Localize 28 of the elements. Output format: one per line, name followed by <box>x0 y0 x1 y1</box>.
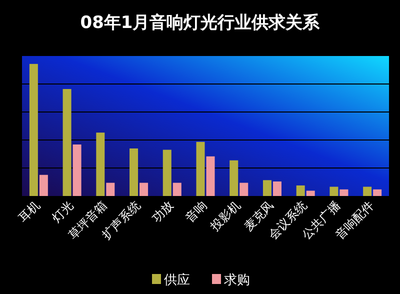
bar <box>373 189 382 196</box>
bar <box>196 142 205 196</box>
bar <box>172 182 182 196</box>
bar <box>39 174 48 196</box>
bar <box>162 150 172 196</box>
bar <box>363 186 372 196</box>
bar <box>96 132 105 196</box>
bar <box>330 186 338 196</box>
bar <box>62 89 72 196</box>
bar <box>130 148 138 196</box>
legend-label: 供应 <box>164 272 190 288</box>
x-tick-label: 功放 <box>149 198 176 226</box>
bar <box>29 64 38 196</box>
bar <box>140 182 148 196</box>
bar <box>240 182 248 196</box>
bar <box>340 189 348 196</box>
legend-label: 求购 <box>224 273 250 288</box>
bar <box>306 190 315 196</box>
bar <box>262 180 272 196</box>
bar <box>206 156 215 196</box>
bar <box>296 185 305 196</box>
bar <box>106 182 115 196</box>
bar <box>230 160 238 196</box>
x-tick-label: 耳机 <box>16 198 43 226</box>
x-tick-label: 灯光 <box>49 198 76 226</box>
chart-title: 08年1月音响灯光行业供求关系 <box>80 13 321 33</box>
bar <box>272 181 282 196</box>
bar <box>72 144 82 196</box>
